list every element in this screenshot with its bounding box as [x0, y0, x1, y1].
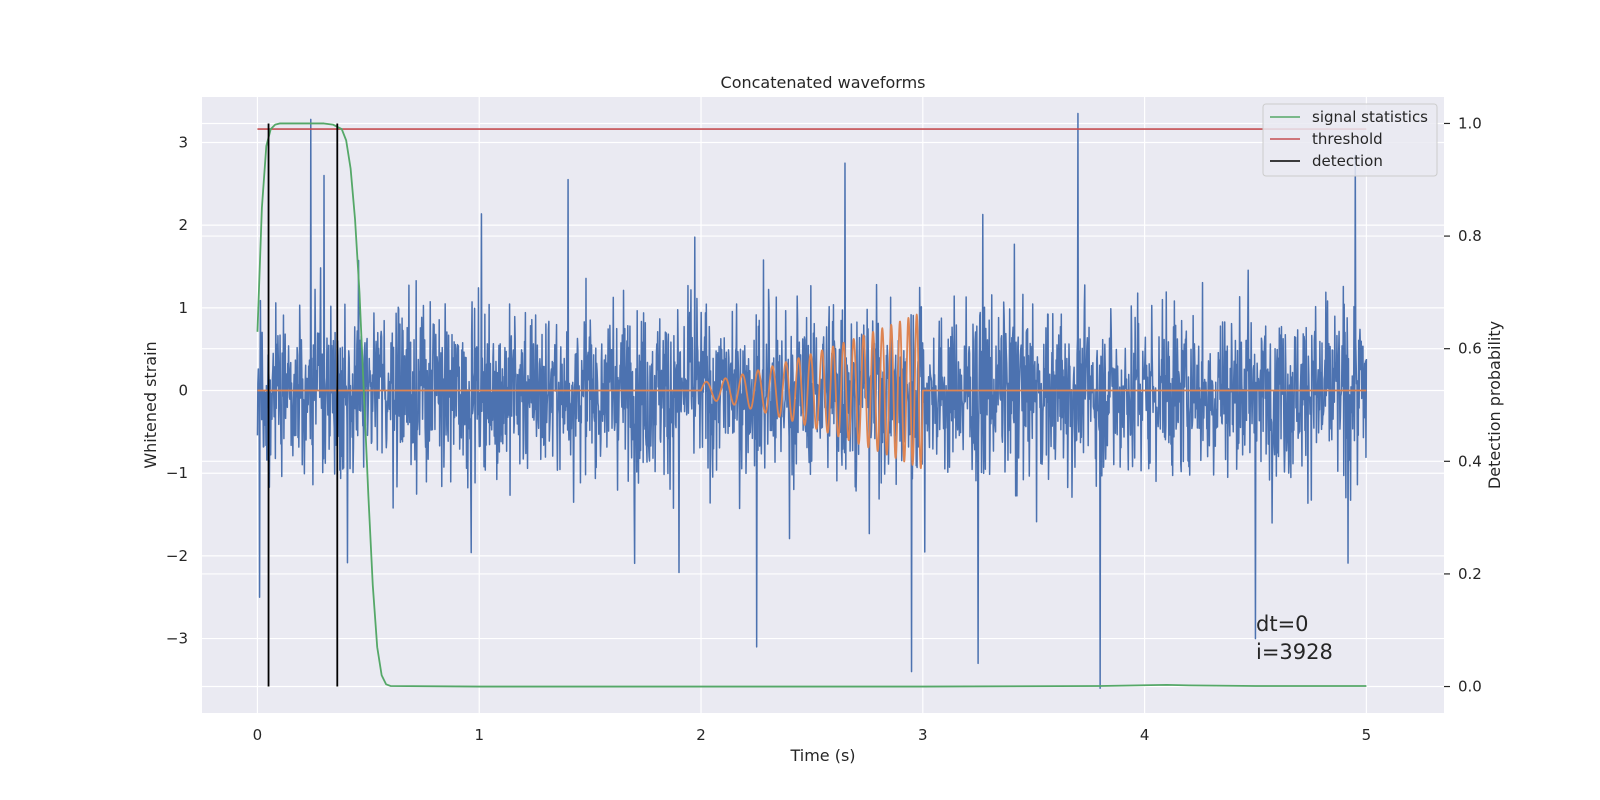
annotation-index: i=3928 [1256, 640, 1333, 664]
legend: signal statistics threshold detection [1262, 103, 1438, 177]
x-tick-label: 3 [918, 726, 928, 744]
y2-tick-label: 0.0 [1458, 678, 1482, 696]
y-tick-label: 0 [178, 382, 188, 400]
x-tick-label: 0 [253, 726, 263, 744]
injected-waveform-line [257, 313, 1367, 470]
legend-label-threshold: threshold [1312, 130, 1383, 148]
y2-tick-label: 0.6 [1458, 340, 1482, 358]
x-axis-label: Time (s) [789, 746, 855, 765]
annotation-dt: dt=0 [1256, 612, 1309, 636]
y-tick-label: −2 [166, 547, 188, 565]
y2-axis-label: Detection probability [1485, 321, 1504, 489]
strain-noise-line [256, 112, 1368, 689]
x-tick-label: 4 [1140, 726, 1150, 744]
x-tick-label: 2 [696, 726, 706, 744]
y-tick-label: −3 [166, 630, 188, 648]
y2-tick-label: 0.2 [1458, 565, 1482, 583]
y-tick-label: 2 [178, 216, 188, 234]
y-tick-label: 1 [178, 299, 188, 317]
x-tick-label: 5 [1362, 726, 1372, 744]
x-tick-label: 1 [474, 726, 484, 744]
plot-area [256, 112, 1368, 689]
legend-label-detection: detection [1312, 152, 1383, 170]
y-tick-label: 3 [178, 133, 188, 151]
y2-tick-label: 0.8 [1458, 227, 1482, 245]
y-axis-label: Whitened strain [141, 341, 160, 468]
y2-tick-label: 0.4 [1458, 452, 1482, 470]
annotation: dt=0 i=3928 [1256, 612, 1333, 664]
y-tick-label: −1 [166, 464, 188, 482]
chart-title: Concatenated waveforms [721, 73, 926, 92]
ticks: 0 1 2 3 4 5 −3 −2 −1 0 1 2 3 0.0 0.2 0.4 0.6 0.8 1.0 [166, 114, 1482, 744]
signal-statistics-line [256, 122, 1367, 688]
legend-box [1262, 103, 1438, 177]
legend-label-signal-statistics: signal statistics [1312, 108, 1428, 126]
y2-tick-label: 1.0 [1458, 114, 1482, 132]
